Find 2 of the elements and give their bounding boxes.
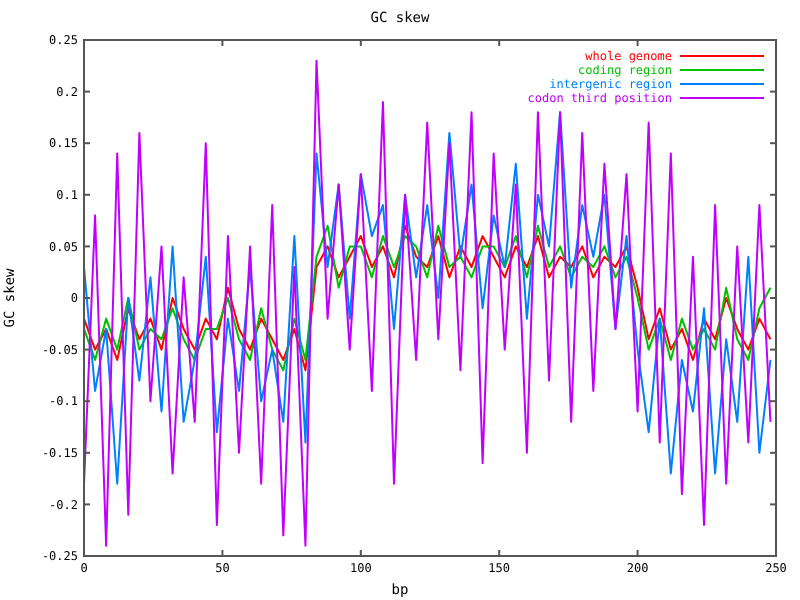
line-series (83, 59, 772, 547)
line-series (83, 224, 772, 372)
